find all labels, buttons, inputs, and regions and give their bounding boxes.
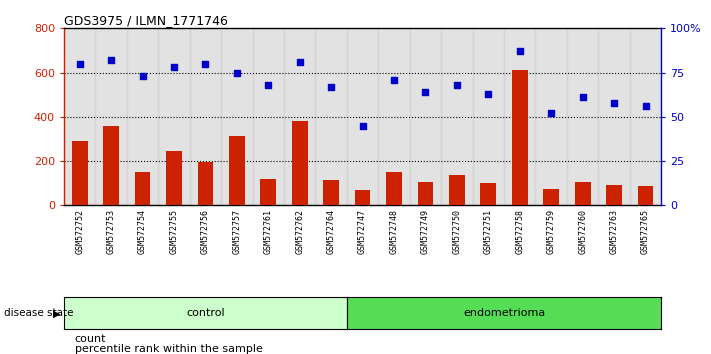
Text: GSM572764: GSM572764 xyxy=(326,209,336,254)
Text: GSM572760: GSM572760 xyxy=(578,209,587,254)
Bar xyxy=(316,28,347,205)
Point xyxy=(640,103,651,109)
Bar xyxy=(134,172,151,205)
Point xyxy=(294,59,306,65)
Bar xyxy=(198,162,213,205)
Bar xyxy=(284,28,316,205)
Text: GSM572757: GSM572757 xyxy=(232,209,241,254)
Bar xyxy=(355,190,370,205)
Bar xyxy=(442,28,473,205)
Text: GSM572759: GSM572759 xyxy=(547,209,556,254)
Text: disease state: disease state xyxy=(4,308,73,318)
Bar xyxy=(630,28,661,205)
Text: GDS3975 / ILMN_1771746: GDS3975 / ILMN_1771746 xyxy=(64,14,228,27)
Bar xyxy=(535,28,567,205)
Bar xyxy=(599,28,630,205)
Text: endometrioma: endometrioma xyxy=(463,308,545,318)
Point xyxy=(483,91,494,97)
Text: ▶: ▶ xyxy=(53,308,61,318)
Text: GSM572747: GSM572747 xyxy=(358,209,367,254)
Text: GSM572765: GSM572765 xyxy=(641,209,650,254)
Point xyxy=(388,77,400,82)
Point xyxy=(169,64,180,70)
Bar xyxy=(229,136,245,205)
Text: GSM572752: GSM572752 xyxy=(75,209,84,254)
Point xyxy=(326,84,337,90)
Text: GSM572753: GSM572753 xyxy=(107,209,116,254)
Bar xyxy=(221,28,252,205)
Bar xyxy=(347,28,378,205)
Text: GSM572751: GSM572751 xyxy=(484,209,493,254)
Point xyxy=(137,73,149,79)
Point xyxy=(451,82,463,88)
Bar xyxy=(417,182,433,205)
Bar xyxy=(324,180,339,205)
Bar xyxy=(512,70,528,205)
Point xyxy=(105,57,117,63)
Point xyxy=(545,110,557,116)
Bar xyxy=(574,182,591,205)
Point xyxy=(231,70,242,75)
Point xyxy=(200,61,211,67)
Point xyxy=(419,89,431,95)
Bar xyxy=(159,28,190,205)
Bar xyxy=(378,28,410,205)
Bar xyxy=(606,185,622,205)
Text: percentile rank within the sample: percentile rank within the sample xyxy=(75,344,262,354)
Text: GSM572749: GSM572749 xyxy=(421,209,430,254)
Point xyxy=(357,123,368,129)
Bar xyxy=(473,28,504,205)
Point xyxy=(262,82,274,88)
Text: count: count xyxy=(75,334,106,344)
Bar xyxy=(95,28,127,205)
Bar xyxy=(72,141,87,205)
Point xyxy=(514,48,525,54)
Bar xyxy=(449,176,465,205)
Text: GSM572763: GSM572763 xyxy=(609,209,619,254)
Text: GSM572748: GSM572748 xyxy=(390,209,399,254)
Point xyxy=(74,61,85,67)
Text: GSM572762: GSM572762 xyxy=(295,209,304,254)
Point xyxy=(577,95,588,100)
Text: control: control xyxy=(186,308,225,318)
Bar xyxy=(481,183,496,205)
Bar xyxy=(103,126,119,205)
Bar xyxy=(567,28,599,205)
Text: GSM572750: GSM572750 xyxy=(452,209,461,254)
Bar xyxy=(166,151,182,205)
Bar xyxy=(638,186,653,205)
Bar xyxy=(64,28,95,205)
Text: GSM572761: GSM572761 xyxy=(264,209,273,254)
Text: GSM572754: GSM572754 xyxy=(138,209,147,254)
Bar xyxy=(504,28,535,205)
Text: GSM572758: GSM572758 xyxy=(515,209,524,254)
Bar xyxy=(127,28,159,205)
Text: GSM572755: GSM572755 xyxy=(169,209,178,254)
Bar xyxy=(260,179,276,205)
Bar xyxy=(252,28,284,205)
Text: GSM572756: GSM572756 xyxy=(201,209,210,254)
Bar xyxy=(543,189,559,205)
Bar xyxy=(292,121,308,205)
Bar xyxy=(410,28,442,205)
Point xyxy=(609,100,620,105)
Bar xyxy=(190,28,221,205)
Bar xyxy=(386,172,402,205)
